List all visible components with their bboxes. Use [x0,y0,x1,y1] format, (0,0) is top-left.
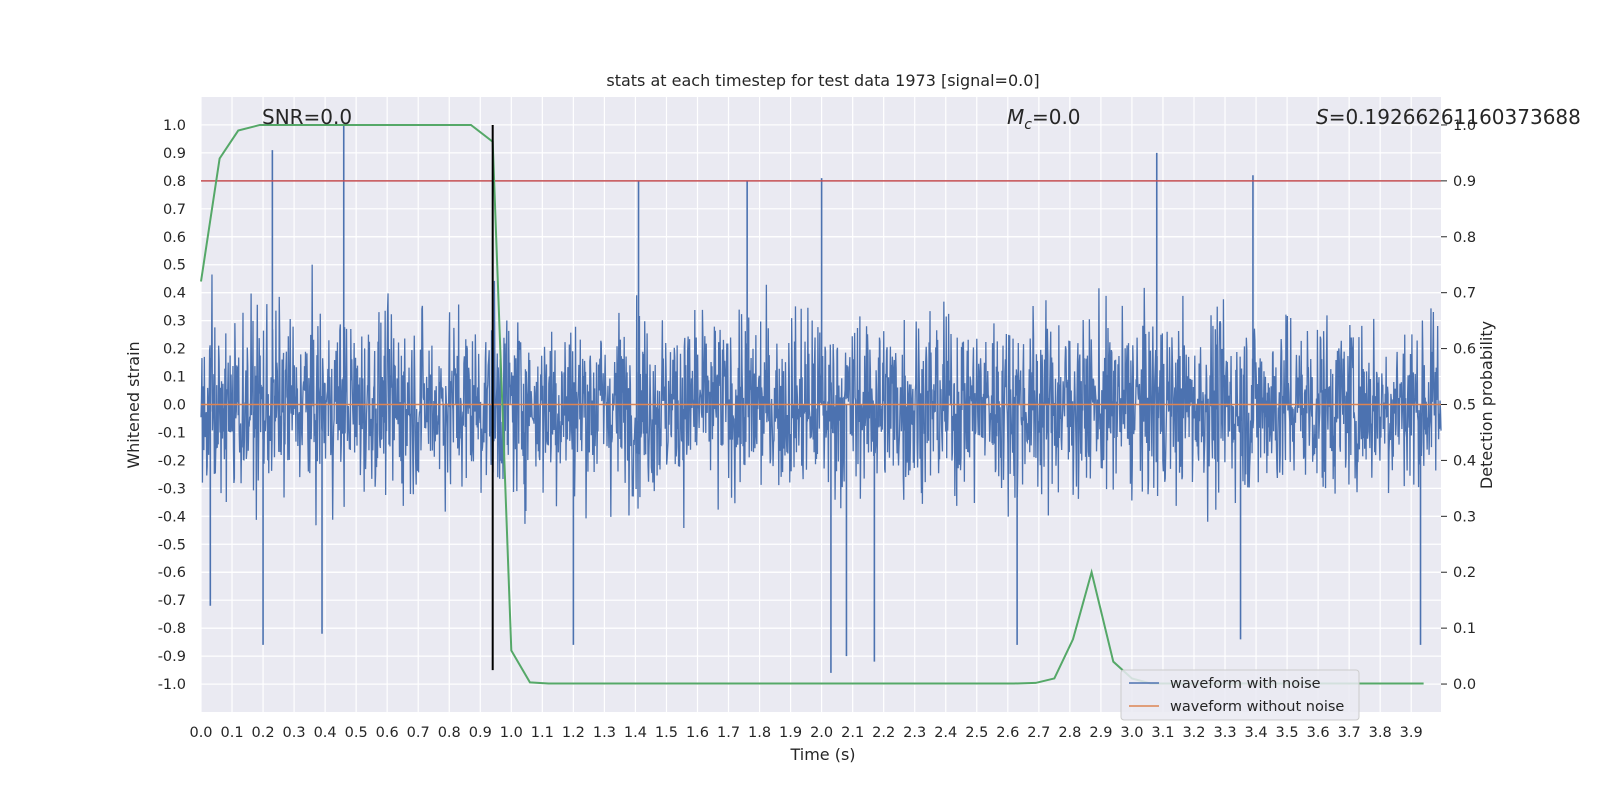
x-tick-label: 0.6 [376,725,399,741]
mc-value: =0.0 [1032,105,1081,129]
mc-subscript: c [1024,117,1032,133]
y-tick-label: -0.4 [158,509,186,525]
y2-tick-label: 0.9 [1453,174,1476,190]
s-value: =0.19266261160373688 [1329,105,1581,129]
legend: waveform with noise waveform without noi… [1120,669,1360,721]
x-tick-label: 2.2 [872,725,895,741]
y2-tick-label: 1.0 [1453,118,1476,134]
x-axis-label: Time (s) [789,745,855,764]
x-tick-label: 3.7 [1338,725,1361,741]
y-tick-label: 0.6 [163,230,186,246]
x-tick-label: 1.5 [655,725,678,741]
y-tick-label: -0.8 [158,621,186,637]
snr-annotation: SNR=0.0 [262,105,352,129]
s-annotation: S=0.19266261160373688 [1316,105,1581,129]
x-tick-label: 0.0 [189,725,212,741]
x-tick-label: 1.9 [779,725,802,741]
y2-tick-label: 0.8 [1453,230,1476,246]
x-tick-label: 0.4 [314,725,337,741]
x-tick-label: 2.9 [1089,725,1112,741]
x-tick-label: 1.1 [531,725,554,741]
y2-tick-label: 0.4 [1453,453,1476,469]
y-tick-label: -0.1 [158,425,186,441]
s-symbol: S [1316,105,1329,129]
x-tick-label: 0.5 [345,725,368,741]
x-tick-label: 2.6 [996,725,1019,741]
mc-annotation: Mc=0.0 [1007,105,1081,133]
x-tick-label: 1.2 [562,725,585,741]
y2-tick-label: 0.5 [1453,398,1476,414]
x-tick-label: 2.7 [1027,725,1050,741]
y-tick-label: 0.9 [163,146,186,162]
y-tick-label: -0.7 [158,593,186,609]
y2-tick-label: 0.0 [1453,677,1476,693]
x-tick-labels: 0.0 0.1 0.2 0.3 0.4 0.5 0.6 0.7 0.8 0.9 1.0 1.1 1.2 1… [189,725,1422,741]
y-tick-label: 0.7 [163,202,186,218]
x-tick-label: 1.4 [624,725,647,741]
x-tick-label: 3.4 [1245,725,1268,741]
y-tick-label: 0.4 [163,286,186,302]
y2-tick-label: 0.3 [1453,509,1476,525]
y2-tick-label: 0.7 [1453,286,1476,302]
y-tick-label: 0.5 [163,258,186,274]
y-tick-label: 0.8 [163,174,186,190]
x-tick-label: 1.6 [686,725,709,741]
x-tick-label: 3.5 [1276,725,1299,741]
x-tick-label: 3.1 [1151,725,1174,741]
x-tick-label: 2.3 [903,725,926,741]
y-tick-label: 0.2 [163,342,186,358]
mc-symbol: M [1007,105,1024,129]
x-tick-label: 3.9 [1400,725,1423,741]
y-tick-label: -1.0 [158,677,186,693]
y2-tick-labels: 1.0 0.9 0.8 0.7 0.6 0.5 0.4 0.3 0.2 0.1 0.0 [1441,118,1476,693]
x-tick-label: 0.2 [252,725,275,741]
y-tick-label: -0.3 [158,481,186,497]
y-tick-label: -0.2 [158,453,186,469]
y-tick-label: 0.3 [163,314,186,330]
y-tick-labels: 1.0 0.9 0.8 0.7 0.6 0.5 0.4 0.3 0.2 0.1 0.0 -0.1 -0.… [158,118,186,693]
x-tick-label: 1.3 [593,725,616,741]
y-axis-label: Whitened strain [124,341,143,468]
y-tick-label: 0.1 [163,370,186,386]
y-tick-label: -0.9 [158,649,186,665]
legend-box [1120,669,1360,721]
chart-title: stats at each timestep for test data 197… [606,71,1039,90]
x-tick-label: 3.8 [1369,725,1392,741]
y-tick-label: 0.0 [163,398,186,414]
x-tick-label: 2.0 [810,725,833,741]
x-tick-label: 2.1 [841,725,864,741]
series-waveform-with-noise [200,124,1442,673]
x-tick-label: 2.8 [1058,725,1081,741]
x-tick-label: 1.8 [748,725,771,741]
y2-axis-label: Detection probability [1477,321,1496,489]
x-tick-label: 0.1 [220,725,243,741]
x-tick-label: 3.2 [1182,725,1205,741]
x-tick-label: 2.5 [965,725,988,741]
x-tick-label: 1.0 [500,725,523,741]
x-tick-label: 0.3 [283,725,306,741]
x-tick-label: 1.7 [717,725,740,741]
x-tick-label: 3.0 [1120,725,1143,741]
x-tick-label: 2.4 [934,725,957,741]
x-tick-label: 0.7 [407,725,430,741]
y2-tick-label: 0.2 [1453,565,1476,581]
y-tick-label: -0.5 [158,537,186,553]
x-tick-label: 0.8 [438,725,461,741]
y-tick-label: -0.6 [158,565,186,581]
x-tick-label: 3.3 [1213,725,1236,741]
legend-label-clean: waveform without noise [1170,699,1344,715]
y2-tick-label: 0.6 [1453,342,1476,358]
x-tick-label: 3.6 [1307,725,1330,741]
legend-label-noise: waveform with noise [1170,676,1321,692]
y2-tick-label: 0.1 [1453,621,1476,637]
y-tick-label: 1.0 [163,118,186,134]
x-tick-label: 0.9 [469,725,492,741]
